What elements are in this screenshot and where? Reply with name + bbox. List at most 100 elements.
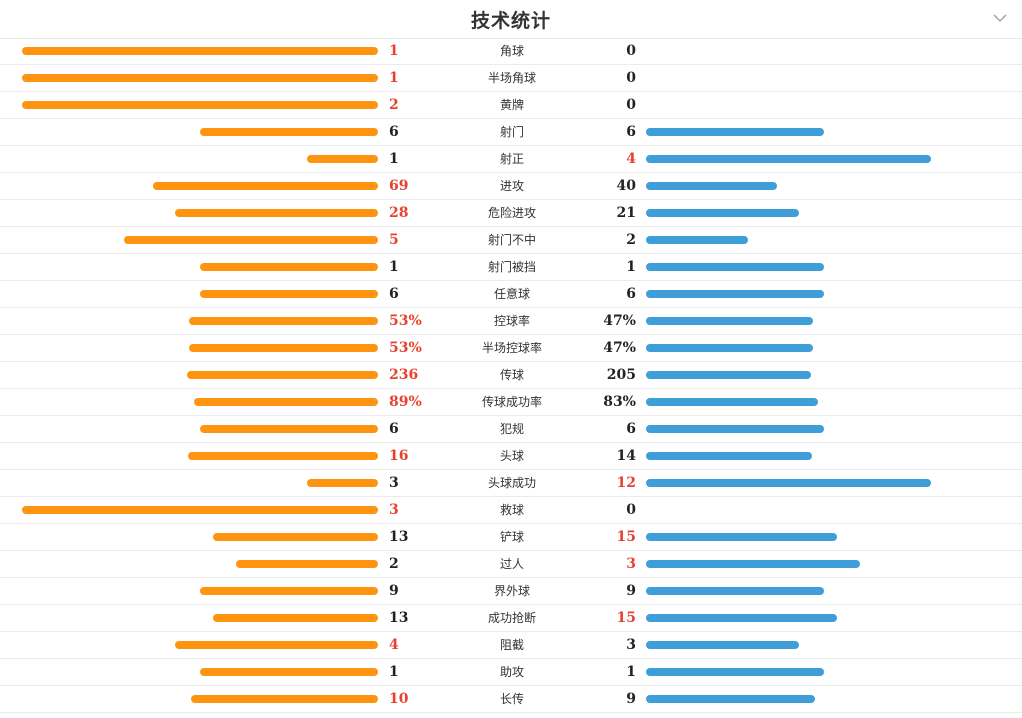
stat-row: 2 过人 3	[0, 551, 1022, 578]
away-value: 12	[616, 475, 636, 491]
stat-row: 6 犯规 6	[0, 416, 1022, 443]
home-bar	[152, 182, 378, 190]
stat-row: 1 射门被挡 1	[0, 254, 1022, 281]
stat-label: 头球	[499, 449, 524, 463]
stat-row: 6 射门 6	[0, 119, 1022, 146]
away-bar	[646, 317, 814, 325]
home-bar	[212, 533, 378, 541]
away-value: 1	[626, 664, 636, 680]
away-value: 40	[616, 178, 636, 194]
chevron-down-icon[interactable]	[992, 12, 1008, 24]
away-value: 9	[626, 691, 636, 707]
home-value: 6	[389, 286, 399, 302]
home-bar	[200, 587, 378, 595]
away-value: 15	[616, 610, 636, 626]
stat-label: 任意球	[493, 287, 530, 301]
stat-label: 射门不中	[487, 233, 536, 247]
stat-label: 阻截	[499, 638, 524, 652]
away-value: 0	[626, 502, 636, 518]
stat-row: 13 成功抢断 15	[0, 605, 1022, 632]
stat-row: 53% 控球率 47%	[0, 308, 1022, 335]
away-value: 6	[626, 421, 636, 437]
away-value: 0	[626, 70, 636, 86]
away-bar	[646, 668, 824, 676]
away-value: 3	[626, 556, 636, 572]
home-value: 1	[389, 70, 399, 86]
home-value: 16	[389, 448, 409, 464]
stat-label: 传球成功率	[481, 395, 542, 409]
home-value: 69	[389, 178, 409, 194]
home-value: 4	[389, 637, 399, 653]
home-value: 53%	[389, 340, 422, 356]
away-bar	[646, 209, 799, 217]
stat-row: 1 半场角球 0	[0, 65, 1022, 92]
away-bar	[646, 155, 931, 163]
stat-row: 53% 半场控球率 47%	[0, 335, 1022, 362]
away-value: 47%	[603, 313, 636, 329]
away-bar	[646, 695, 815, 703]
stat-row: 236 传球 205	[0, 362, 1022, 389]
home-value: 6	[389, 124, 399, 140]
stat-label: 头球成功	[487, 476, 536, 490]
home-bar	[174, 641, 378, 649]
away-value: 1	[626, 259, 636, 275]
home-value: 6	[389, 421, 399, 437]
home-bar	[200, 128, 378, 136]
away-bar	[646, 641, 799, 649]
stat-label: 救球	[499, 503, 524, 517]
home-value: 1	[389, 664, 399, 680]
away-value: 3	[626, 637, 636, 653]
away-value: 6	[626, 124, 636, 140]
home-value: 1	[389, 259, 399, 275]
stat-label: 铲球	[499, 530, 524, 544]
stat-label: 射门	[499, 125, 524, 139]
stat-row: 3 头球成功 12	[0, 470, 1022, 497]
stat-label: 传球	[499, 368, 524, 382]
away-bar	[646, 533, 837, 541]
home-value: 28	[389, 205, 409, 221]
home-bar	[200, 425, 378, 433]
home-bar	[212, 614, 378, 622]
away-bar	[646, 479, 931, 487]
away-bar	[646, 371, 812, 379]
away-value: 0	[626, 97, 636, 113]
home-value: 10	[389, 691, 409, 707]
away-bar	[646, 290, 824, 298]
stat-label: 进攻	[499, 179, 524, 193]
home-value: 2	[389, 97, 399, 113]
stat-row: 1 助攻 1	[0, 659, 1022, 686]
away-bar	[646, 587, 824, 595]
stats-rows: 1 角球 0 1 半场角球 0 2 黄牌 0 6 射门 6 1 射正 4 69 进攻 40 28 危险进攻 21 5 射门不…	[0, 38, 1022, 713]
away-value: 15	[616, 529, 636, 545]
away-value: 83%	[603, 394, 636, 410]
home-bar	[22, 47, 378, 55]
home-value: 2	[389, 556, 399, 572]
home-value: 1	[389, 43, 399, 59]
away-bar	[646, 182, 777, 190]
home-bar	[189, 317, 378, 325]
away-value: 6	[626, 286, 636, 302]
home-bar	[188, 452, 378, 460]
panel-title: 技术统计	[470, 10, 551, 32]
stat-row: 10 长传 9	[0, 686, 1022, 713]
stat-label: 射门被挡	[487, 260, 536, 274]
home-bar	[200, 668, 378, 676]
stat-row: 5 射门不中 2	[0, 227, 1022, 254]
home-bar	[235, 560, 378, 568]
away-value: 205	[606, 367, 636, 383]
home-value: 5	[389, 232, 399, 248]
home-bar	[22, 506, 378, 514]
away-value: 4	[626, 151, 636, 167]
stat-row: 6 任意球 6	[0, 281, 1022, 308]
stat-row: 16 头球 14	[0, 443, 1022, 470]
home-bar	[123, 236, 378, 244]
away-bar	[646, 128, 824, 136]
stat-label: 过人	[499, 557, 524, 571]
away-bar	[646, 398, 818, 406]
away-value: 0	[626, 43, 636, 59]
home-bar	[190, 695, 378, 703]
stat-label: 黄牌	[499, 98, 524, 112]
away-value: 2	[626, 232, 636, 248]
home-bar	[22, 101, 378, 109]
